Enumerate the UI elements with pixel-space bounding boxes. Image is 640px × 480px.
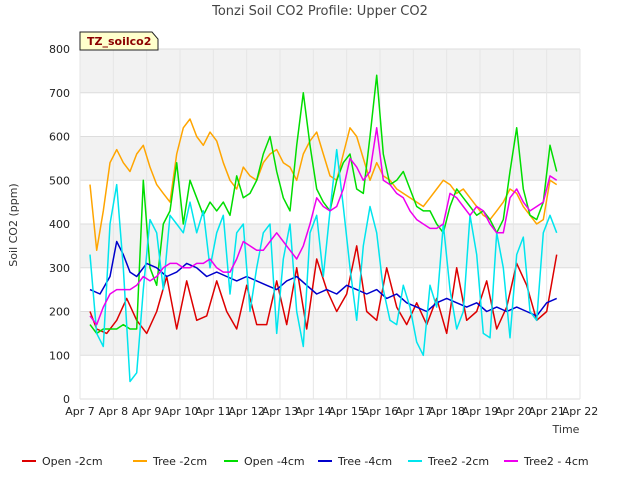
legend-label: Tree2 - 4cm bbox=[523, 455, 589, 468]
legend-item: Tree2 -2cm bbox=[408, 455, 489, 468]
site-tag-box bbox=[79, 31, 159, 51]
site-tag: TZ_soilco2 bbox=[79, 31, 159, 51]
x-tick-label: Apr 12 bbox=[228, 405, 265, 418]
legend-item: Tree -4cm bbox=[318, 455, 392, 468]
x-tick-label: Apr 14 bbox=[295, 405, 332, 418]
y-tick-label: 400 bbox=[49, 218, 70, 231]
grid-lines bbox=[79, 48, 581, 400]
x-axis-label: Time bbox=[552, 423, 580, 436]
x-tick-label: Apr 15 bbox=[328, 405, 365, 418]
site-tag-label: TZ_soilco2 bbox=[87, 35, 151, 48]
plot-band bbox=[80, 311, 580, 356]
legend-label: Open -4cm bbox=[244, 455, 305, 468]
series-line-tree-2cm bbox=[89, 118, 558, 252]
series-line-tree2-2cm bbox=[89, 148, 558, 383]
legend-item: Open -4cm bbox=[224, 455, 305, 468]
x-tick-label: Apr 20 bbox=[495, 405, 532, 418]
x-tick-label: Apr 16 bbox=[362, 405, 399, 418]
y-tick-label: 500 bbox=[49, 174, 70, 187]
legend-label: Tree -2cm bbox=[152, 455, 207, 468]
plot-band bbox=[80, 49, 580, 93]
y-tick-label: 0 bbox=[63, 393, 70, 406]
series-line-tree-4cm bbox=[89, 240, 558, 317]
plot-band bbox=[80, 136, 580, 181]
y-tick-label: 800 bbox=[49, 43, 70, 56]
y-axis-ticks: 0 100 200 300 400 500 600 700 800 bbox=[49, 43, 70, 406]
y-tick-label: 700 bbox=[49, 87, 70, 100]
x-tick-label: Apr 10 bbox=[162, 405, 199, 418]
legend-item: Tree2 - 4cm bbox=[504, 455, 589, 468]
y-tick-label: 300 bbox=[49, 262, 70, 275]
x-tick-label: Apr 7 bbox=[65, 405, 95, 418]
x-tick-label: Apr 18 bbox=[428, 405, 465, 418]
legend-label: Tree2 -2cm bbox=[427, 455, 489, 468]
x-tick-label: Apr 17 bbox=[395, 405, 432, 418]
legend-label: Tree -4cm bbox=[337, 455, 392, 468]
legend-label: Open -2cm bbox=[42, 455, 103, 468]
y-tick-label: 200 bbox=[49, 306, 70, 319]
series-lines bbox=[89, 74, 558, 383]
chart-title: Tonzi Soil CO2 Profile: Upper CO2 bbox=[211, 4, 428, 19]
legend-item: Open -2cm bbox=[22, 455, 103, 468]
series-line-open-2cm bbox=[89, 245, 558, 335]
y-axis-label: Soil CO2 (ppm) bbox=[7, 183, 20, 266]
x-tick-label: Apr 8 bbox=[99, 405, 129, 418]
x-tick-label: Apr 19 bbox=[462, 405, 499, 418]
y-tick-label: 600 bbox=[49, 131, 70, 144]
x-tick-label: Apr 21 bbox=[528, 405, 565, 418]
x-tick-label: Apr 9 bbox=[132, 405, 162, 418]
y-tick-label: 100 bbox=[49, 349, 70, 362]
x-tick-label: Apr 13 bbox=[262, 405, 299, 418]
legend-item: Tree -2cm bbox=[133, 455, 207, 468]
x-tick-label: Apr 22 bbox=[562, 405, 599, 418]
series-line-open-4cm bbox=[89, 74, 558, 335]
x-tick-label: Apr 11 bbox=[195, 405, 232, 418]
legend: Open -2cm Tree -2cm Open -4cm Tree -4cm Tree… bbox=[22, 455, 589, 468]
series-line-tree2-4cm bbox=[89, 127, 558, 326]
